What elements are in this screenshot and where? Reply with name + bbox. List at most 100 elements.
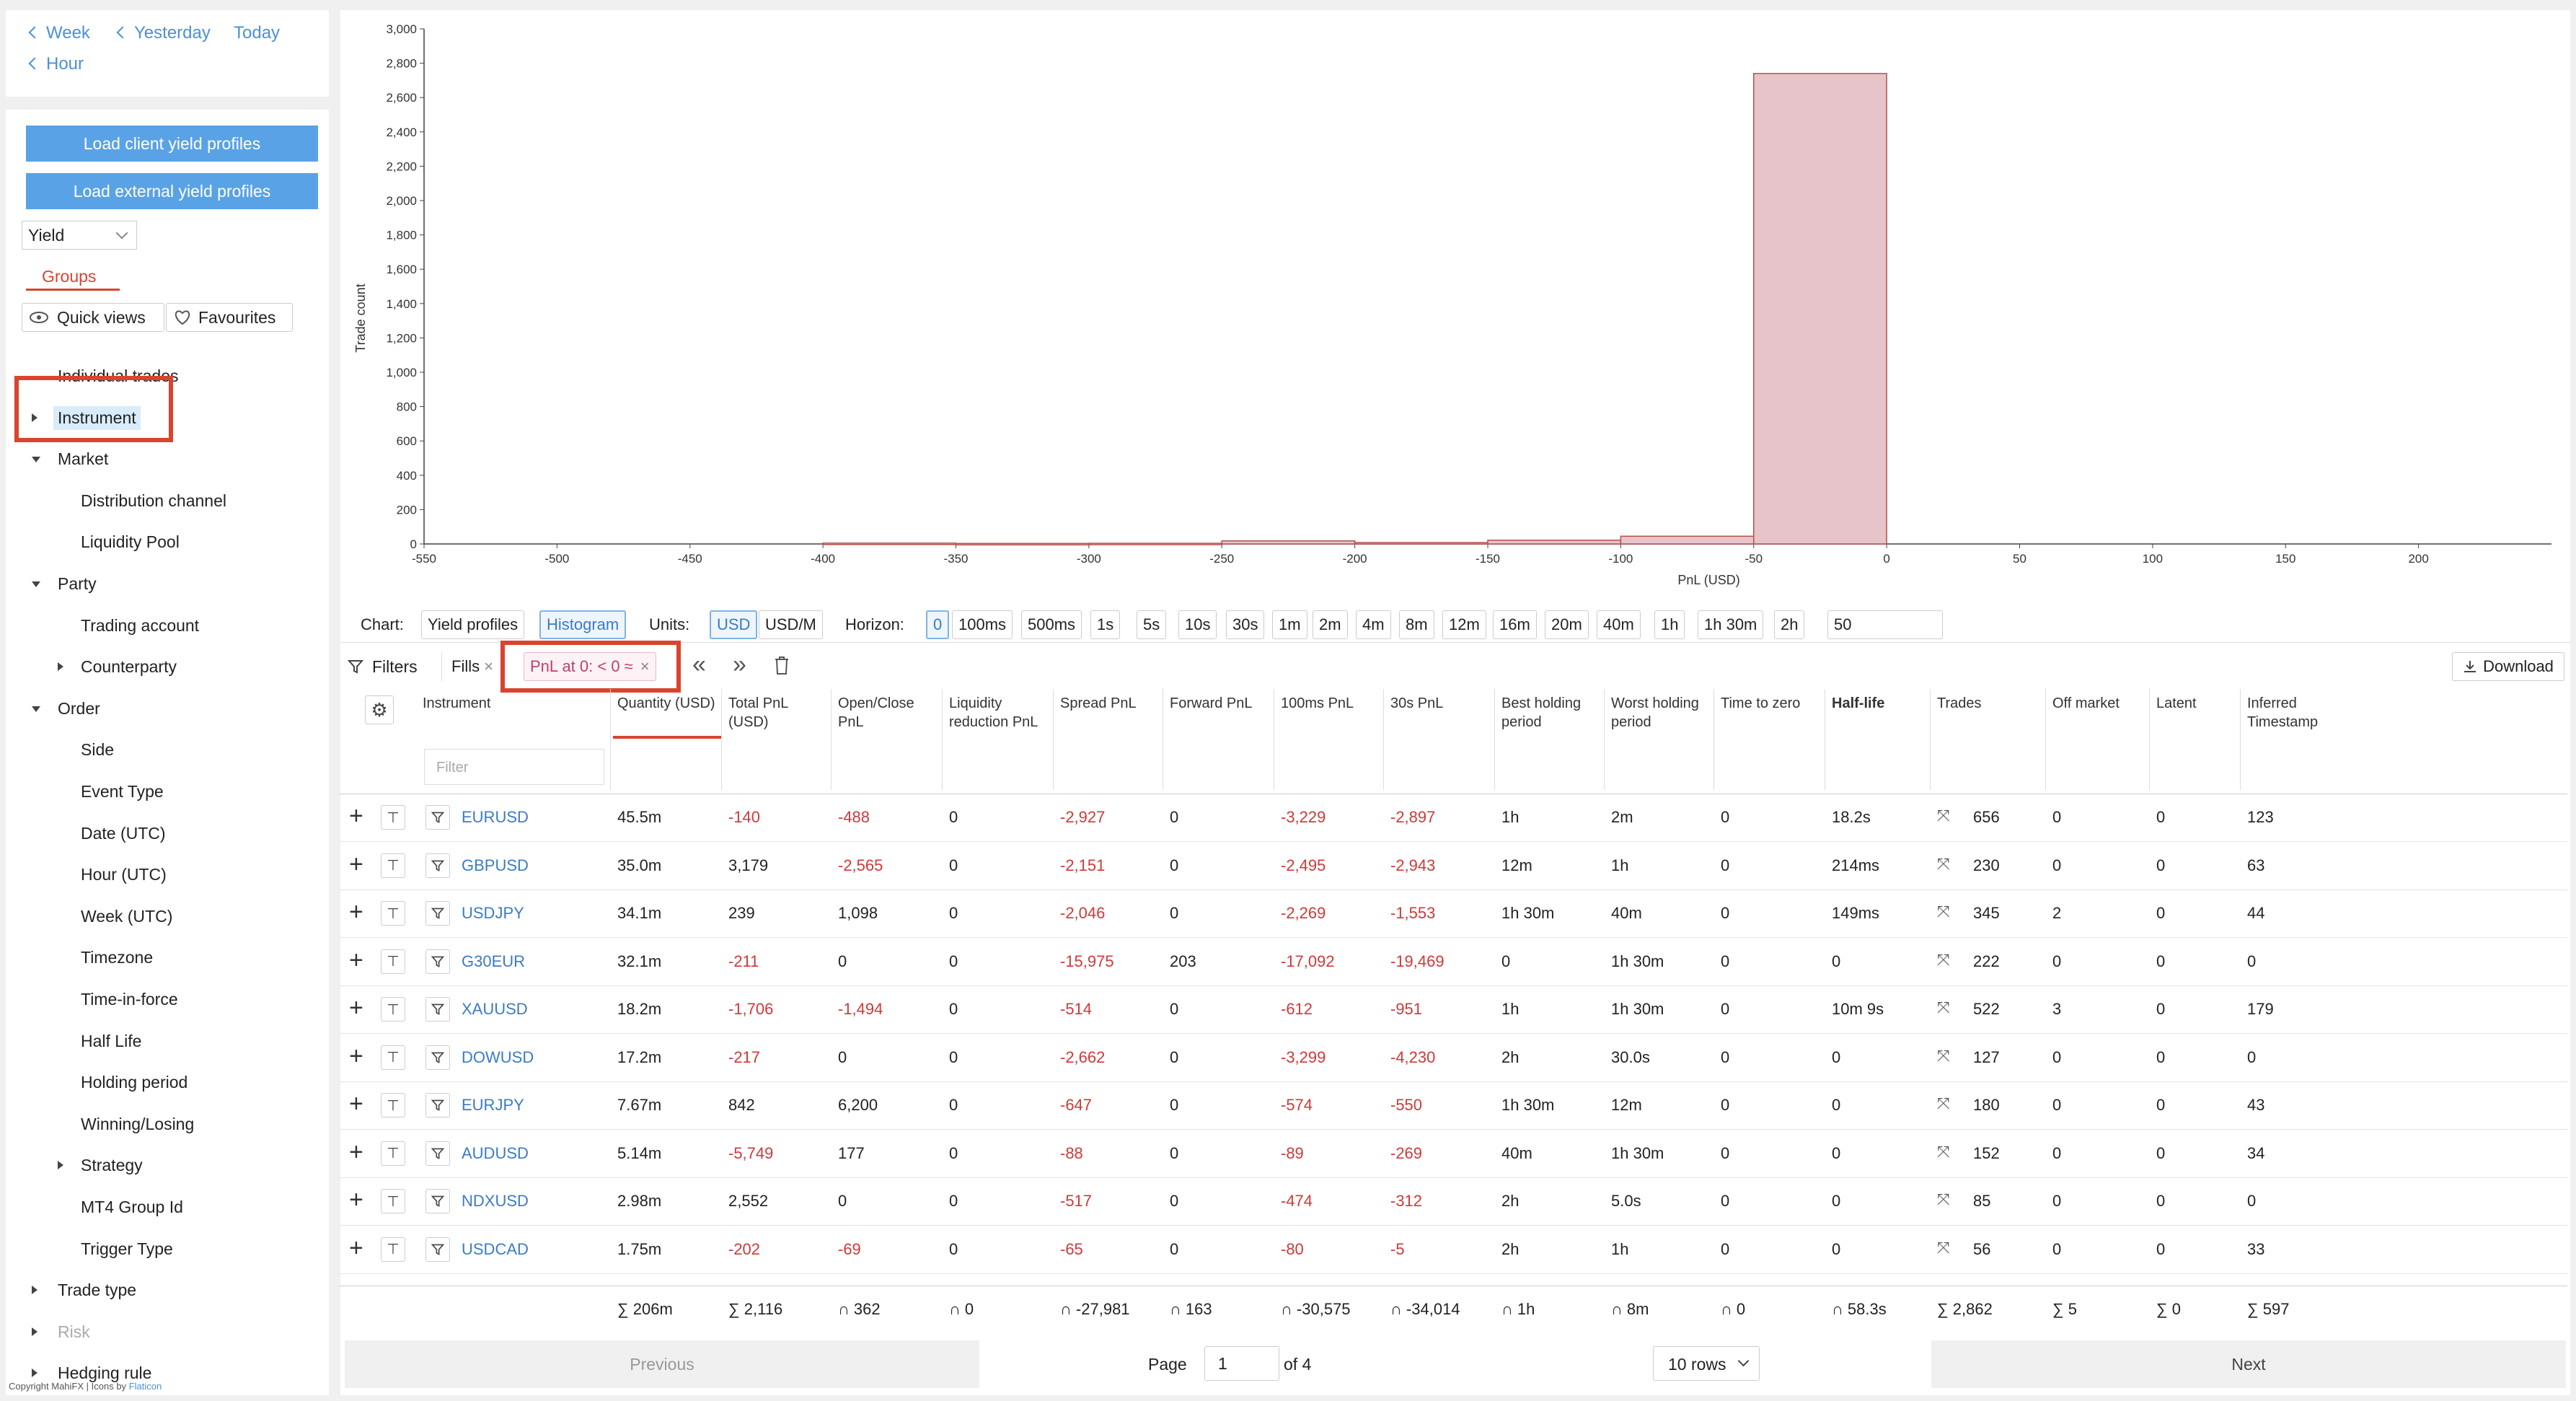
expand-all-icon[interactable]: » [733,651,746,678]
expand-trades-icon[interactable]: ⤧ [1937,1142,1950,1161]
filter-row-icon[interactable] [425,1045,450,1070]
instrument-link[interactable]: GBPUSD [462,856,529,874]
histogram-bar[interactable] [1620,535,1755,545]
trash-icon[interactable] [773,655,790,679]
col-header-time-to-zero[interactable]: Time to zero [1721,695,1801,711]
tree-item-strategy[interactable]: Strategy [81,1156,143,1175]
tree-item-order[interactable]: Order [58,698,100,718]
col-header-trades[interactable]: Trades [1937,695,1982,711]
instrument-link[interactable]: EURUSD [462,808,529,826]
tree-item-instrument[interactable]: Instrument [53,405,141,430]
col-header-half-life[interactable]: Half-life [1832,695,1885,711]
expand-row-icon[interactable]: + [349,802,363,830]
col-header-quantity-usd[interactable]: Quantity (USD) [617,695,715,711]
units-option-usd-per-m[interactable]: USD/M [759,610,823,639]
pin-top-icon[interactable]: ⊤ [381,901,405,926]
expand-row-icon[interactable]: + [349,1186,363,1213]
tree-item-party[interactable]: Party [58,574,97,593]
expand-row-icon[interactable]: + [349,1138,363,1166]
filter-row-icon[interactable] [425,1141,450,1166]
horizon-option[interactable]: 40m [1597,610,1641,639]
horizon-option[interactable]: 10s [1178,610,1217,639]
caret-down-icon[interactable] [32,581,40,587]
histogram-bar[interactable] [1753,73,1887,545]
expand-trades-icon[interactable]: ⤧ [1937,1190,1950,1208]
pin-top-icon[interactable]: ⊤ [381,949,405,974]
fills-chip[interactable]: Fills × [446,652,499,681]
caret-down-icon[interactable] [32,706,40,712]
expand-trades-icon[interactable]: ⤧ [1937,807,1950,825]
expand-row-icon[interactable]: + [349,898,363,926]
tree-item-timezone[interactable]: Timezone [81,948,154,967]
load-external-profiles-button[interactable]: Load external yield profiles [26,173,318,209]
horizon-option[interactable]: 0 [926,610,950,639]
caret-right-icon[interactable] [32,413,38,422]
expand-row-icon[interactable]: + [349,994,363,1022]
col-header-instrument[interactable]: Instrument [423,695,491,711]
expand-trades-icon[interactable]: ⤧ [1937,998,1950,1016]
nav-yesterday[interactable]: Yesterday [116,23,211,43]
expand-row-icon[interactable]: + [349,1042,363,1070]
instrument-link[interactable]: EURJPY [462,1096,524,1114]
chart-option-yield-profiles[interactable]: Yield profiles [421,610,525,639]
filter-row-icon[interactable] [425,853,450,878]
col-header-total-pnl-usd[interactable]: Total PnL (USD) [728,695,788,730]
horizon-option[interactable]: 1h 30m [1698,610,1764,639]
expand-row-icon[interactable]: + [349,946,363,974]
tree-item-counterparty[interactable]: Counterparty [81,657,177,677]
tree-item-event-type[interactable]: Event Type [81,782,164,801]
instrument-link[interactable]: G30EUR [462,952,526,970]
load-client-profiles-button[interactable]: Load client yield profiles [26,126,318,162]
pin-top-icon[interactable]: ⊤ [381,1189,405,1213]
expand-trades-icon[interactable]: ⤧ [1937,1046,1950,1065]
expand-trades-icon[interactable]: ⤧ [1937,950,1950,969]
instrument-link[interactable]: NDXUSD [462,1192,529,1210]
pin-top-icon[interactable]: ⊤ [381,1141,405,1166]
filters-button[interactable]: Filters [348,652,418,681]
instrument-filter-input[interactable]: Filter [424,749,604,785]
col-header-30s-pnl[interactable]: 30s PnL [1390,695,1444,711]
horizon-option[interactable]: 30s [1226,610,1265,639]
col-header-spread-pnl[interactable]: Spread PnL [1060,695,1137,711]
histogram-bar[interactable] [822,543,957,545]
nav-week[interactable]: Week [28,23,90,43]
horizon-option[interactable]: 16m [1493,610,1537,639]
horizon-option[interactable]: 2h [1774,610,1805,639]
tree-item-hour-utc[interactable]: Hour (UTC) [81,865,167,884]
next-button[interactable]: Next [1931,1340,2566,1388]
close-icon[interactable]: × [640,657,650,675]
favourites-button[interactable]: Favourites [166,303,293,332]
caret-down-icon[interactable] [32,457,40,463]
instrument-link[interactable]: USDCAD [462,1239,529,1258]
col-header-liquidity-reduction-pnl[interactable]: Liquidity reduction PnL [949,695,1038,730]
tree-item-half-life[interactable]: Half Life [81,1031,142,1050]
col-header-off-market[interactable]: Off market [2052,695,2120,711]
pin-top-icon[interactable]: ⊤ [381,997,405,1022]
horizon-option[interactable]: 500ms [1021,610,1082,639]
caret-right-icon[interactable] [32,1327,38,1336]
tree-item-distribution-channel[interactable]: Distribution channel [81,491,227,510]
caret-right-icon[interactable] [32,1286,38,1295]
instrument-link[interactable]: USDJPY [462,904,524,922]
col-header-worst-holding-period[interactable]: Worst holding period [1611,695,1699,730]
instrument-link[interactable]: DOWUSD [462,1048,534,1066]
pin-top-icon[interactable]: ⊤ [381,805,405,830]
instrument-link[interactable]: XAUUSD [462,1000,528,1018]
expand-row-icon[interactable]: + [349,850,363,878]
expand-trades-icon[interactable]: ⤧ [1937,902,1950,921]
filter-row-icon[interactable] [425,901,450,926]
nav-hour[interactable]: Hour [28,54,84,74]
previous-button[interactable]: Previous [345,1340,979,1388]
pin-top-icon[interactable]: ⊤ [381,1237,405,1262]
filter-row-icon[interactable] [425,1093,450,1117]
gear-icon[interactable]: ⚙ [365,695,394,724]
horizon-option[interactable]: 1m [1272,610,1307,639]
tree-item-market[interactable]: Market [58,449,109,469]
tree-item-winning-losing[interactable]: Winning/Losing [81,1114,195,1133]
nav-today[interactable]: Today [234,23,280,43]
horizon-option[interactable]: 1h [1654,610,1685,639]
expand-trades-icon[interactable]: ⤧ [1937,1238,1950,1257]
expand-trades-icon[interactable]: ⤧ [1937,1094,1950,1112]
tree-item-date-utc[interactable]: Date (UTC) [81,823,166,843]
col-header-latent[interactable]: Latent [2156,695,2197,711]
